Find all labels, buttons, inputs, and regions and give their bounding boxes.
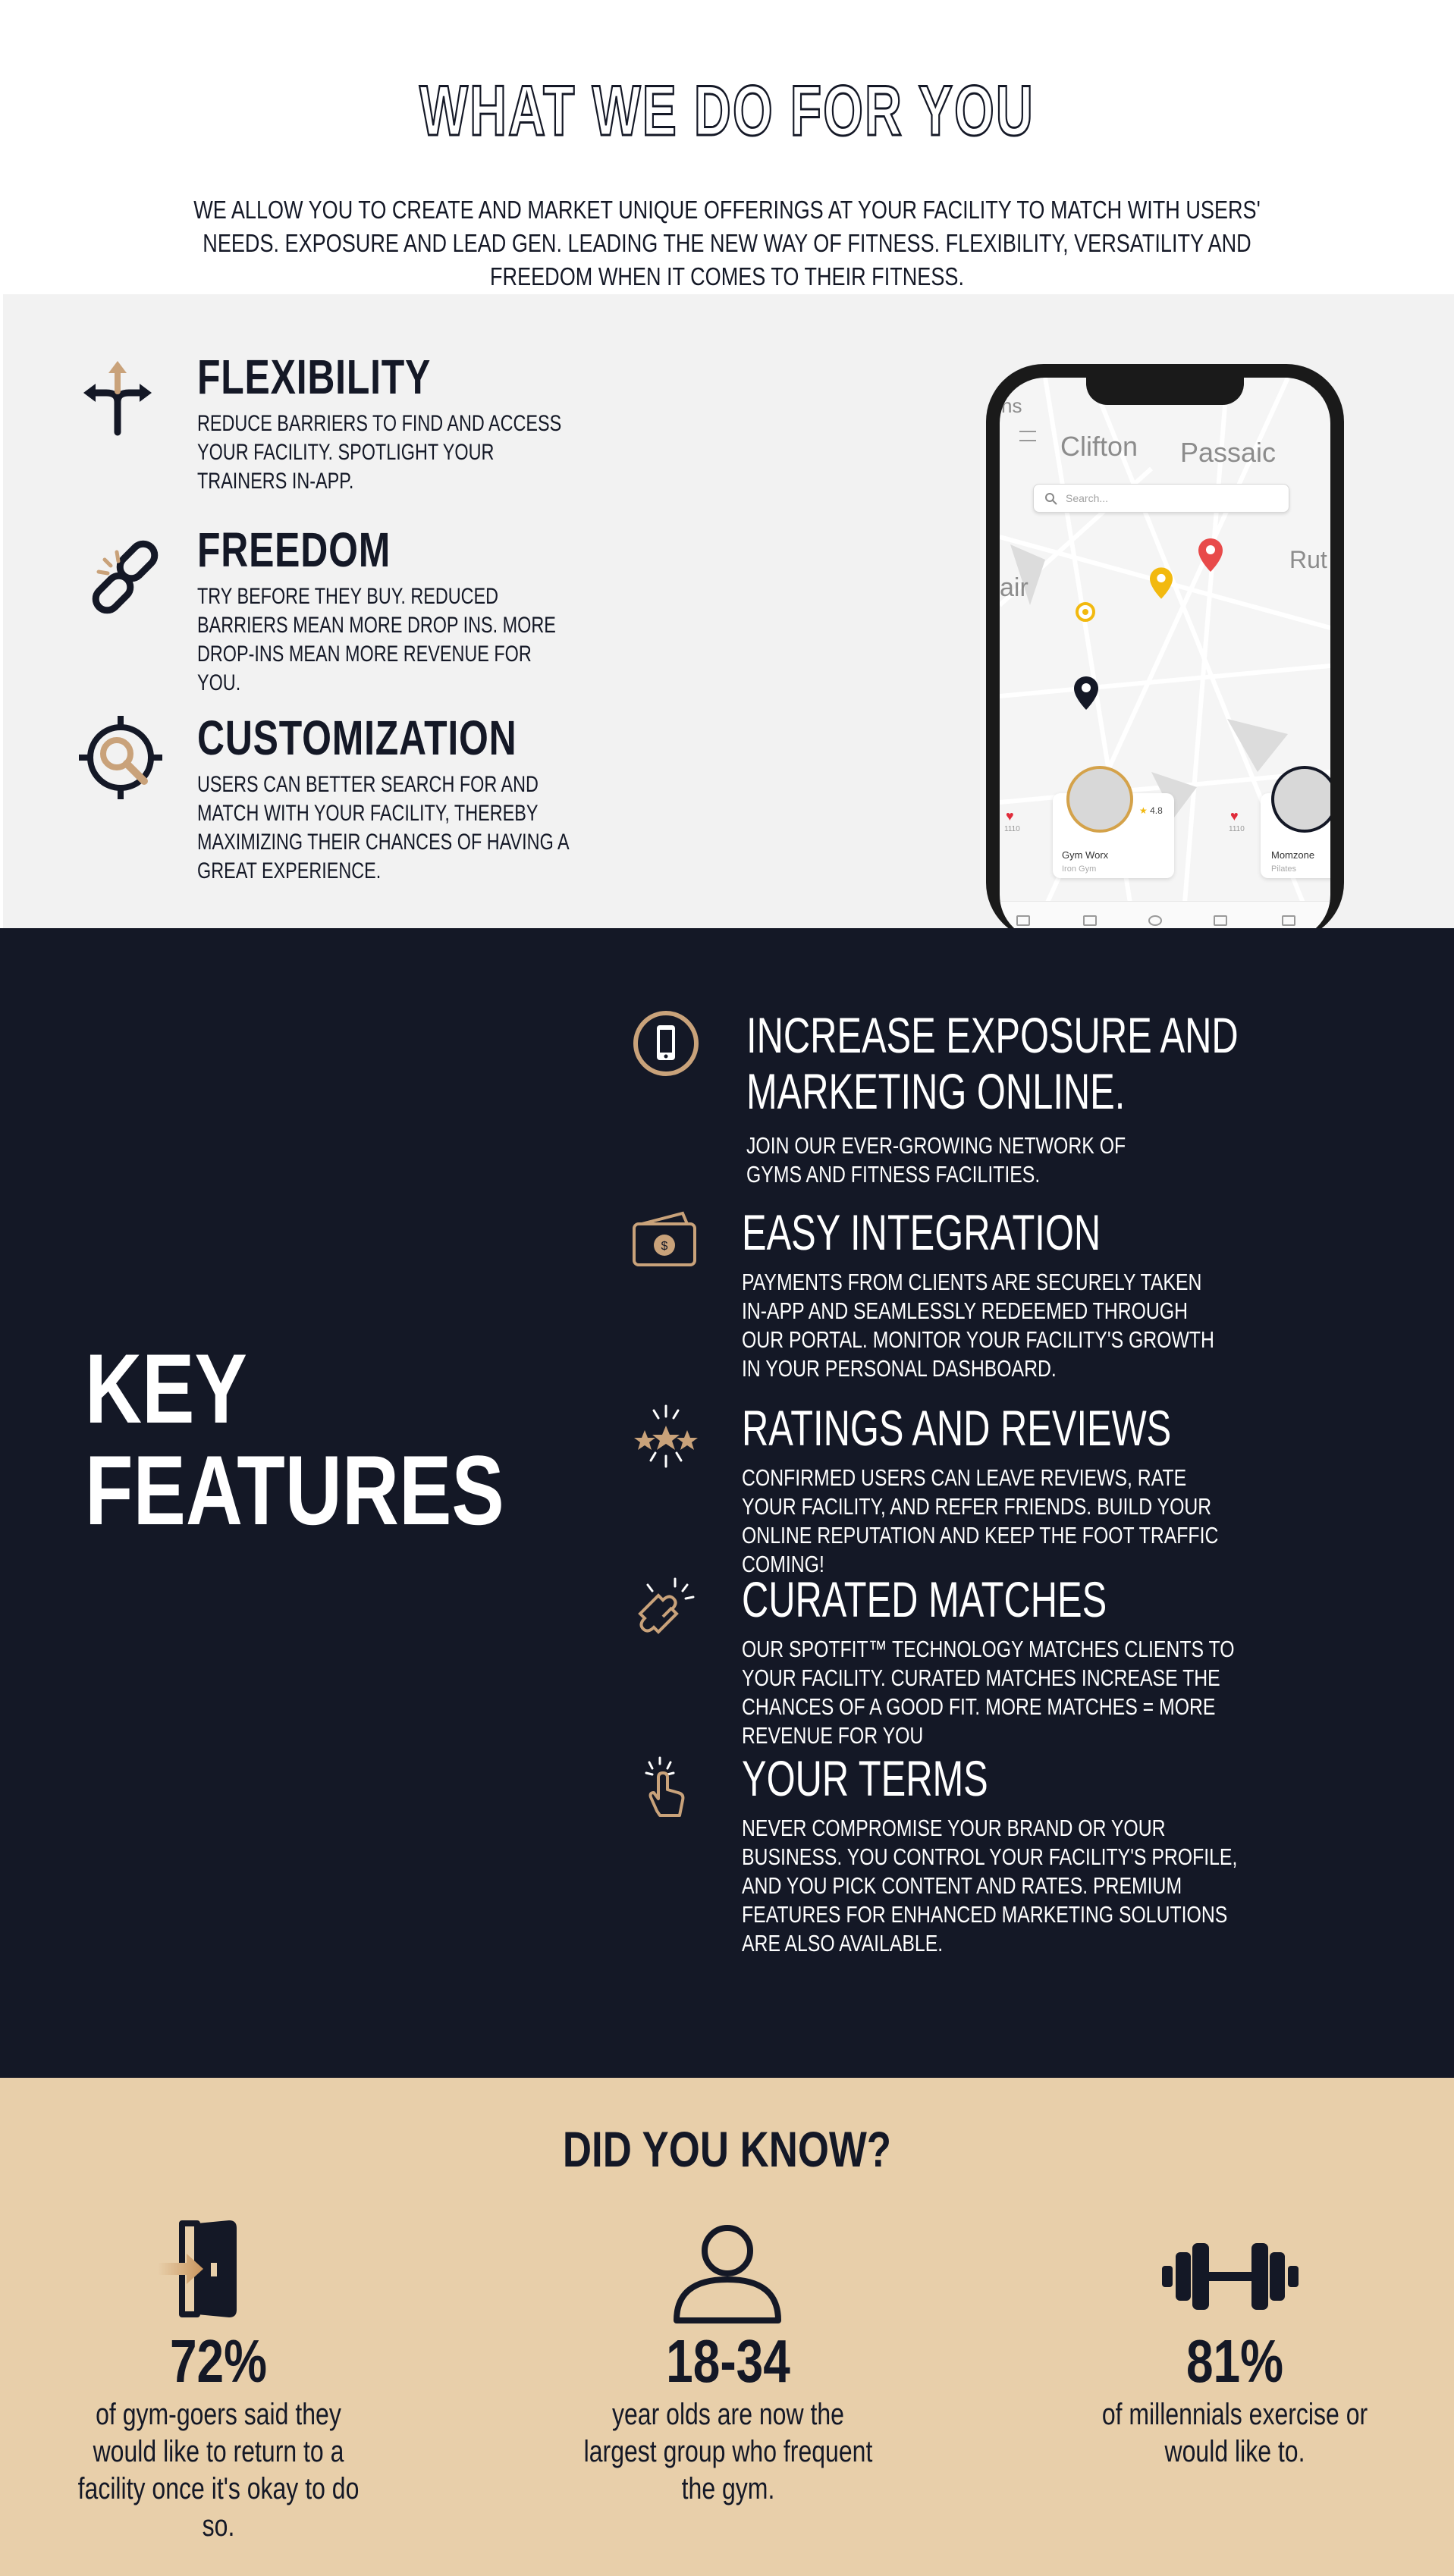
tab-menu-icon[interactable] [1214, 915, 1227, 926]
feature-title-curated: CURATED MATCHES [742, 1571, 1107, 1627]
key-features-title-line2: FEATURES [85, 1435, 504, 1545]
place-name: Momzone [1271, 849, 1315, 861]
place-category: Iron Gym [1062, 864, 1097, 874]
fact-text-72: of gym-goers said they would like to ret… [77, 2398, 360, 2543]
feature-text-exposure: JOIN OUR EVER-GROWING NETWORK OF GYMS AN… [746, 1132, 1126, 1188]
likes-count: 1110 [1004, 825, 1020, 833]
feature-title-ratings: RATINGS AND REVIEWS [742, 1400, 1172, 1456]
key-features-title: KEY FEATURES [85, 1338, 504, 1541]
phone-notch [1086, 378, 1244, 405]
feature-title-exposure: INCREASE EXPOSURE AND MARKETING ONLINE. [746, 1007, 1239, 1119]
benefit-title-freedom: FREEDOM [197, 522, 391, 577]
likes-count: 1110 [1229, 825, 1245, 833]
hero-description: WE ALLOW YOU TO CREATE AND MARKET UNIQUE… [193, 196, 1261, 290]
what-we-do-section: WHAT WE DO FOR YOU WE ALLOW YOU TO CREAT… [0, 0, 1454, 294]
feature-title-exposure-line1: INCREASE EXPOSURE AND [746, 1007, 1239, 1063]
map-label: ns [1001, 394, 1022, 417]
map-search-input[interactable]: Search... [1033, 484, 1289, 513]
feature-title-exposure-line2: MARKETING ONLINE. [746, 1063, 1126, 1119]
feature-text-curated: OUR SPOTFIT™ TECHNOLOGY MATCHES CLIENTS … [742, 1636, 1235, 1749]
benefit-text-freedom: TRY BEFORE THEY BUY. REDUCED BARRIERS ME… [197, 584, 556, 695]
tab-list-icon[interactable] [1016, 915, 1030, 926]
fact-value-72: 72% [169, 2327, 268, 2395]
puzzle-icon [638, 1577, 695, 1634]
map-label-rut: Rut [1289, 546, 1327, 573]
split-arrows-icon [83, 361, 152, 436]
menu-icon[interactable] [1019, 431, 1036, 441]
phone-mockup: ns Clifton Passaic Rut air Search... [986, 364, 1344, 928]
tab-phone-icon[interactable] [1148, 915, 1162, 926]
map-label-passaic: Passaic [1180, 437, 1277, 468]
heart-icon: ♥ [1230, 808, 1239, 824]
tap-hand-icon [645, 1756, 685, 1817]
stars-icon [634, 1404, 698, 1468]
feature-text-integration: PAYMENTS FROM CLIENTS ARE SECURELY TAKEN… [742, 1269, 1214, 1382]
place-card-gym-worx[interactable]: ★ 4.8 Gym Worx Iron Gym [1053, 766, 1174, 878]
feature-title-terms: YOUR TERMS [742, 1750, 988, 1806]
wallet-icon: $ [633, 1211, 696, 1266]
rating-value: 4.8 [1150, 805, 1163, 816]
place-name: Gym Worx [1062, 849, 1109, 861]
did-you-know-section: DID YOU KNOW? 72% of gym-goers said they… [0, 2078, 1454, 2576]
fact-value-18-34: 18-34 [666, 2327, 790, 2395]
map-pin-navy-icon[interactable] [1074, 676, 1098, 710]
svg-text:$: $ [661, 1240, 668, 1253]
feature-title-integration: EASY INTEGRATION [742, 1204, 1101, 1260]
heart-icon: ♥ [1006, 808, 1014, 824]
tab-calendar-icon[interactable] [1083, 915, 1097, 926]
place-rating: ★ 4.8 [1139, 805, 1163, 816]
star-icon: ★ [1139, 805, 1151, 816]
map-dot-yellow-icon[interactable] [1076, 602, 1095, 622]
benefit-title-customization: CUSTOMIZATION [197, 711, 517, 765]
phone-screen: ns Clifton Passaic Rut air Search... [1000, 378, 1330, 928]
map-pin-red-icon[interactable] [1198, 538, 1223, 572]
target-search-icon [79, 716, 162, 799]
likes-left: ♥ 1110 [1000, 802, 1022, 848]
benefit-title-flexibility: FLEXIBILITY [197, 350, 432, 404]
likes-right: ♥ 1110 [1224, 802, 1255, 848]
fact-text-81: of millennials exercise or would like to… [1101, 2398, 1368, 2468]
map-pin-yellow-icon[interactable] [1150, 567, 1173, 599]
search-icon [1045, 493, 1057, 505]
place-avatar [1066, 766, 1133, 833]
fact-value-81: 81% [1185, 2327, 1284, 2395]
door-enter-icon [158, 2220, 237, 2317]
dumbbell-icon [1162, 2243, 1299, 2310]
map-label-clifton: Clifton [1060, 431, 1138, 462]
tab-calendar-icon[interactable] [1282, 915, 1295, 926]
place-avatar [1271, 766, 1330, 833]
feature-text-ratings: CONFIRMED USERS CAN LEAVE REVIEWS, RATE … [742, 1464, 1219, 1577]
phone-icon [633, 1011, 699, 1076]
map-search-placeholder: Search... [1066, 492, 1109, 504]
key-features-section: KEY FEATURES INCREASE EXPOSURE AND MARKET… [0, 928, 1454, 2078]
place-category: Pilates [1271, 864, 1297, 874]
person-icon [674, 2225, 781, 2323]
fact-text-18-34: year olds are now the largest group who … [583, 2398, 873, 2505]
benefit-text-customization: USERS CAN BETTER SEARCH FOR AND MATCH WI… [197, 772, 569, 883]
did-you-know-title: DID YOU KNOW? [562, 2121, 892, 2177]
phone-tab-bar [1000, 901, 1330, 928]
broken-chain-icon [92, 540, 159, 614]
map-label-air: air [1000, 573, 1028, 602]
key-features-title-line1: KEY [85, 1333, 247, 1444]
place-card-momzone[interactable]: Momzone Pilates [1261, 766, 1330, 878]
feature-text-terms: NEVER COMPROMISE YOUR BRAND OR YOUR BUSI… [742, 1815, 1238, 1956]
benefit-text-flexibility: REDUCE BARRIERS TO FIND AND ACCESS YOUR … [197, 411, 562, 494]
hero-title: WHAT WE DO FOR YOU [419, 70, 1035, 152]
benefits-section: FLEXIBILITY REDUCE BARRIERS TO FIND AND … [3, 294, 1454, 928]
